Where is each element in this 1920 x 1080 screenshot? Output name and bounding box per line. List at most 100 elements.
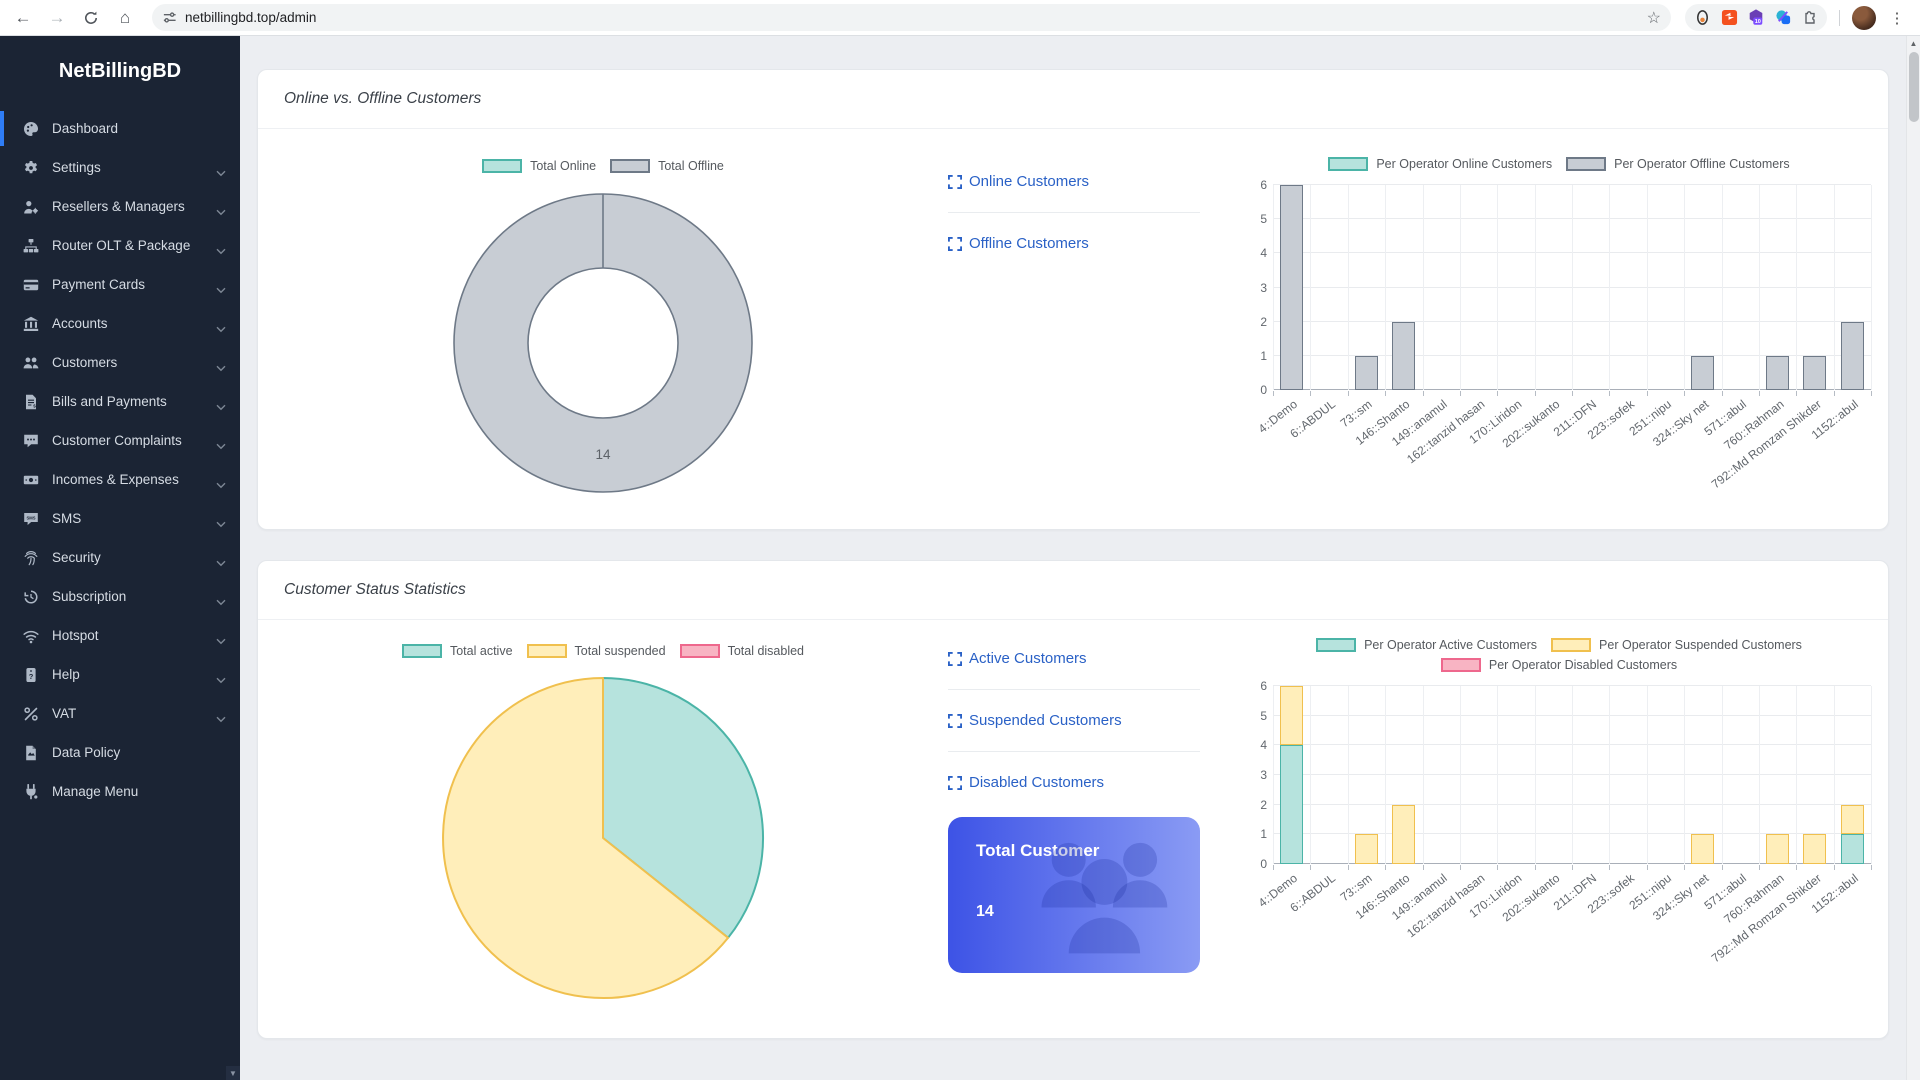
link-active-customers[interactable]: Active Customers [948, 650, 1230, 667]
home-icon[interactable]: ⌂ [119, 7, 131, 27]
sidebar-item-dashboard[interactable]: Dashboard [0, 109, 240, 148]
sidebar-item-label: Security [52, 550, 101, 565]
expand-icon [948, 236, 962, 251]
bar-plot-area: 0 1 2 3 4 5 6 [1260, 178, 1872, 397]
total-customer-card[interactable]: Total Customer 14 [948, 817, 1200, 973]
bar-segment-73-sm[interactable] [1354, 834, 1378, 864]
gridline [1310, 686, 1312, 864]
sidebar-item-data-policy[interactable]: Data Policy [0, 733, 240, 772]
bar-segment-324-sky-net[interactable] [1691, 355, 1715, 390]
bar-segment-4-demo[interactable] [1280, 185, 1304, 390]
legend-swatch [1566, 157, 1607, 171]
link-offline-customers[interactable]: Offline Customers [948, 235, 1230, 252]
sidebar-item-payment-cards[interactable]: Payment Cards [0, 265, 240, 304]
sidebar-item-vat[interactable]: VAT [0, 694, 240, 733]
scrollbar-thumb[interactable] [1909, 52, 1919, 122]
extension-blue-icon[interactable] [1774, 9, 1792, 27]
sidebar-item-subscription[interactable]: Subscription [0, 577, 240, 616]
sidebar-item-label: Accounts [52, 316, 108, 331]
sidebar-item-accounts[interactable]: Accounts [0, 304, 240, 343]
scroll-up-icon[interactable]: ▲ [1909, 38, 1918, 48]
gridline [1347, 686, 1349, 864]
x-axis-tick [1871, 391, 1872, 396]
browser-menu-icon[interactable]: ⋮ [1889, 9, 1905, 27]
gridline [1721, 185, 1723, 390]
sidebar-item-sms[interactable]: SMS SMS [0, 499, 240, 538]
profile-avatar[interactable] [1852, 5, 1876, 30]
extensions-puzzle-icon[interactable] [1801, 9, 1819, 27]
bar-segment-760-rahman[interactable] [1766, 355, 1790, 390]
sidebar-item-bills-and-payments[interactable]: $ Bills and Payments [0, 382, 240, 421]
pie-slice-total-suspended[interactable] [442, 677, 730, 999]
bar-segment-1152-abul[interactable] [1840, 804, 1864, 835]
sidebar-item-label: Customers [52, 355, 118, 370]
extension-oval-icon[interactable] [1693, 9, 1711, 27]
sidebar-item-label: Payment Cards [52, 277, 146, 292]
sidebar-item-help[interactable]: ? Help [0, 655, 240, 694]
sidebar-item-settings[interactable]: Settings [0, 148, 240, 187]
sidebar-item-customers[interactable]: Customers [0, 343, 240, 382]
gridline [1310, 185, 1312, 390]
card-title: Online vs. Offline Customers [284, 90, 482, 107]
bar-segment-146-shanto[interactable] [1392, 804, 1416, 864]
address-bar[interactable]: netbillingbd.top/admin ☆ [152, 4, 1671, 31]
sidebar-item-hotspot[interactable]: Hotspot [0, 616, 240, 655]
gridline [1833, 686, 1835, 864]
y-axis-tick: 2 [1260, 797, 1267, 812]
forward-icon[interactable]: → [48, 7, 66, 27]
gridline [1609, 686, 1611, 864]
legend-item-total-suspended[interactable]: Total suspended [526, 644, 666, 658]
bar-segment-760-rahman[interactable] [1766, 834, 1790, 864]
back-icon[interactable]: ← [14, 7, 32, 27]
toolbar-separator [1839, 9, 1840, 26]
legend-item-per-operator-active-customers[interactable]: Per Operator Active Customers [1316, 638, 1537, 652]
bookmark-star-icon[interactable]: ☆ [1646, 9, 1661, 27]
chevron-down-icon [216, 164, 226, 177]
url-text[interactable]: netbillingbd.top/admin [185, 10, 317, 25]
legend-swatch [401, 644, 442, 658]
legend-item-per-operator-suspended-customers[interactable]: Per Operator Suspended Customers [1551, 638, 1802, 652]
sidebar-item-customer-complaints[interactable]: Customer Complaints [0, 421, 240, 460]
bar-segment-792-md-romzan-shikder[interactable] [1803, 834, 1827, 864]
chevron-down-icon [216, 437, 226, 450]
bar-segment-73-sm[interactable] [1354, 355, 1378, 390]
legend-label: Per Operator Online Customers [1376, 157, 1553, 171]
legend-item-total-disabled[interactable]: Total disabled [679, 644, 804, 658]
legend-item-per-operator-offline-customers[interactable]: Per Operator Offline Customers [1566, 157, 1790, 171]
bar-segment-792-md-romzan-shikder[interactable] [1803, 355, 1827, 390]
gridline [1385, 185, 1387, 390]
bar-segment-4-demo[interactable] [1280, 745, 1304, 864]
card-customer-status: Customer Status Statistics Total active T… [257, 560, 1889, 1039]
link-suspended-customers[interactable]: Suspended Customers [948, 712, 1230, 729]
sidebar-item-router-olt-package[interactable]: Router OLT & Package [0, 226, 240, 265]
extension-orange-icon[interactable] [1720, 9, 1738, 27]
x-axis-labels: 4::Demo 6::ABDUL 73::sm 146::Shanto 149::ana… [1256, 864, 1871, 965]
y-axis-tick: 4 [1260, 738, 1267, 753]
site-settings-icon[interactable] [162, 10, 177, 25]
percent-icon [22, 705, 39, 722]
y-axis-tick: 0 [1260, 857, 1267, 871]
reload-icon[interactable] [78, 5, 104, 31]
bar-segment-1152-abul[interactable] [1840, 834, 1864, 864]
gridline [1833, 185, 1835, 390]
pie-slice-total-active[interactable] [602, 677, 764, 939]
bar-segment-324-sky-net[interactable] [1691, 834, 1715, 864]
sidebar-item-manage-menu[interactable]: Manage Menu [0, 772, 240, 811]
extension-purple-icon[interactable]: 10 [1747, 9, 1765, 27]
bar-segment-4-demo[interactable] [1280, 686, 1304, 746]
window-scrollbar[interactable]: ▲ [1906, 36, 1920, 1080]
bar-segment-146-shanto[interactable] [1392, 321, 1416, 390]
legend-item-total-offline[interactable]: Total Offline [610, 159, 724, 173]
legend-swatch [610, 159, 651, 173]
sidebar-item-resellers-managers[interactable]: Resellers & Managers [0, 187, 240, 226]
sidebar-item-security[interactable]: Security [0, 538, 240, 577]
legend-item-per-operator-disabled-customers[interactable]: Per Operator Disabled Customers [1440, 658, 1677, 672]
sidebar-scroll-down-icon[interactable]: ▼ [226, 1066, 240, 1080]
bar-segment-1152-abul[interactable] [1840, 321, 1864, 390]
legend-item-total-active[interactable]: Total active [401, 644, 513, 658]
legend-item-per-operator-online-customers[interactable]: Per Operator Online Customers [1328, 157, 1552, 171]
legend-item-total-online[interactable]: Total Online [482, 159, 596, 173]
sidebar-item-incomes-expenses[interactable]: Incomes & Expenses [0, 460, 240, 499]
link-disabled-customers[interactable]: Disabled Customers [948, 774, 1230, 791]
link-online-customers[interactable]: Online Customers [948, 173, 1230, 190]
